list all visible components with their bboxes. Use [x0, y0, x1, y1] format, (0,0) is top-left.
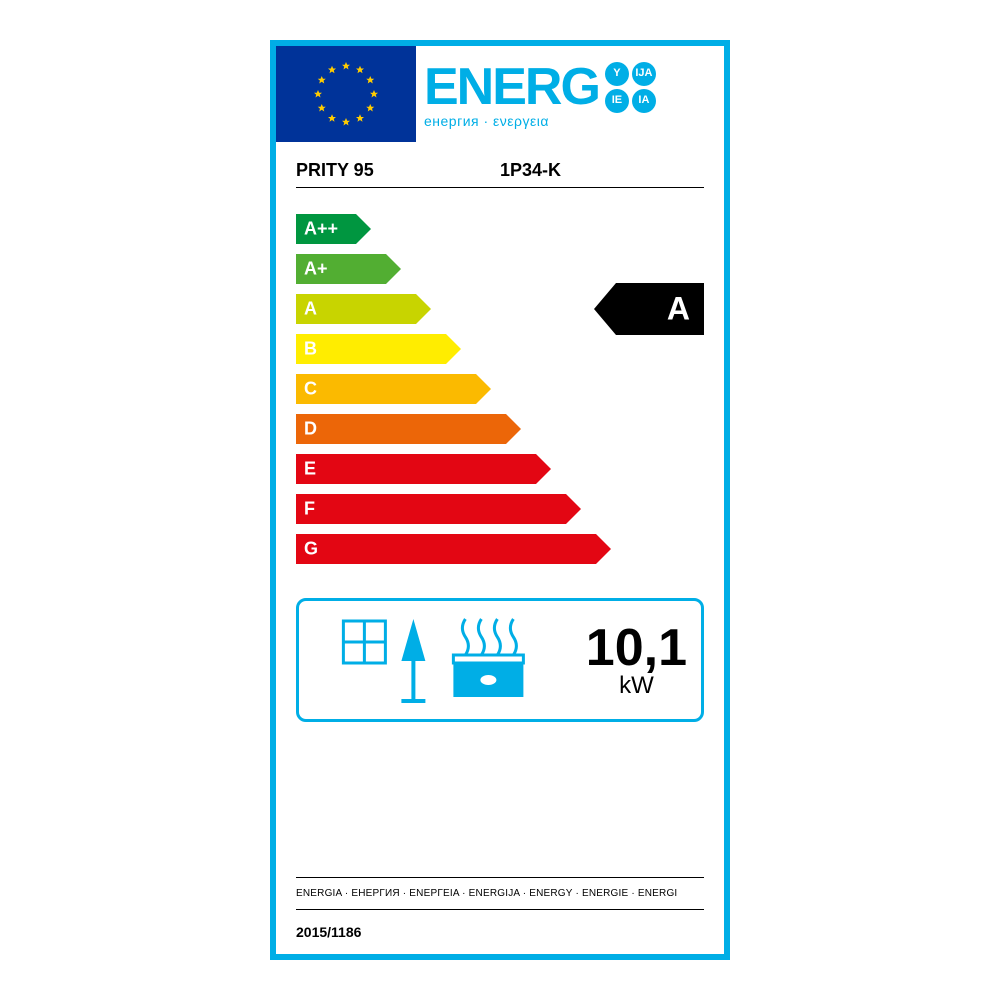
efficiency-class-row: A [296, 294, 431, 324]
class-label: A++ [304, 219, 338, 240]
class-label: D [304, 419, 317, 440]
class-label: A [304, 299, 317, 320]
brand-text: PRITY 95 [296, 160, 500, 181]
efficiency-class-row: E [296, 454, 551, 484]
model-text: 1P34-K [500, 160, 704, 181]
eu-flag-icon [276, 46, 416, 142]
class-label: C [304, 379, 317, 400]
lang-pills: Y IJA IE IA [605, 62, 656, 113]
power-unit: kW [586, 674, 687, 698]
label-body: PRITY 95 1P34-K A++A+ABCDEFGA [276, 142, 724, 732]
header: ENERG Y IJA IE IA енергия · ενεργεια [276, 46, 724, 142]
heating-icons [313, 601, 574, 719]
rating-letter: A [667, 291, 690, 328]
efficiency-class-row: A+ [296, 254, 401, 284]
power-value-block: 10,1 kW [586, 622, 687, 698]
efficiency-class-row: C [296, 374, 491, 404]
regulation-number: 2015/1186 [296, 924, 361, 940]
lang-pill: Y [605, 62, 629, 86]
class-label: F [304, 499, 315, 520]
power-value: 10,1 [586, 622, 687, 674]
energ-title-text: ENERG [424, 65, 599, 109]
energ-title-block: ENERG Y IJA IE IA енергия · ενεργεια [416, 46, 724, 142]
efficiency-class-row: B [296, 334, 461, 364]
efficiency-class-row: A++ [296, 214, 371, 244]
lang-pill: IE [605, 89, 629, 113]
lang-pill: IA [632, 89, 656, 113]
class-label: B [304, 339, 317, 360]
power-box: 10,1 kW [296, 598, 704, 722]
class-label: A+ [304, 259, 328, 280]
efficiency-scale: A++A+ABCDEFGA [296, 214, 704, 574]
class-label: E [304, 459, 316, 480]
efficiency-class-row: F [296, 494, 581, 524]
lang-pill: IJA [632, 62, 656, 86]
energ-subtitle: енергия · ενεργεια [424, 113, 716, 129]
product-row: PRITY 95 1P34-K [296, 160, 704, 188]
efficiency-class-row: G [296, 534, 611, 564]
class-label: G [304, 539, 318, 560]
footer-languages: ENERGIA · ЕНЕРГИЯ · ΕΝΕΡΓΕΙΑ · ENERGIJA … [296, 877, 704, 910]
rating-pointer: A [594, 283, 704, 335]
energy-label: ENERG Y IJA IE IA енергия · ενεργεια PRI… [270, 40, 730, 960]
efficiency-class-row: D [296, 414, 521, 444]
